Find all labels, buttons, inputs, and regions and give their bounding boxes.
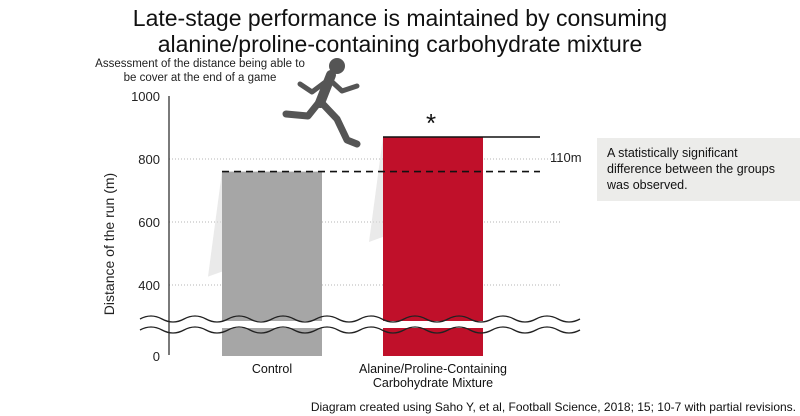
chart-title-line-1: Late-stage performance is maintained by … <box>133 5 667 31</box>
chart-title-line-2: alanine/proline-containing carbohydrate … <box>158 31 643 57</box>
annotation-line-1: A statistically significant <box>607 146 738 160</box>
bar-shading-1 <box>369 136 383 242</box>
category-label-0-line-0: Control <box>252 362 292 376</box>
bar-0 <box>222 171 322 356</box>
axis-break-wave-top <box>139 315 581 323</box>
category-labels: Control Alanine/Proline-ContainingCarbohy… <box>252 362 507 390</box>
y-tick-labels: 0 400 600 800 1000 <box>131 89 160 364</box>
axis-break-wave-bottom <box>139 326 581 334</box>
chart-subtitle-line-1: Assessment of the distance being able to <box>95 58 305 70</box>
source-note: Diagram created using Saho Y, et al, Foo… <box>311 400 796 414</box>
bar-shading-0 <box>208 171 222 277</box>
runner-icon <box>282 58 361 148</box>
category-label-1-line-1: Carbohydrate Mixture <box>373 376 493 390</box>
gridlines <box>169 158 560 286</box>
difference-label: 110m <box>550 150 582 165</box>
axis-break-gap <box>140 321 565 328</box>
bar-1 <box>383 136 483 356</box>
y-tick-label-800: 800 <box>138 152 160 167</box>
y-axis-label: Distance of the run (m) <box>101 173 117 315</box>
annotation-line-3: was observed. <box>606 178 688 192</box>
y-tick-label-1000: 1000 <box>131 89 160 104</box>
y-tick-label-0: 0 <box>153 349 160 364</box>
y-tick-label-600: 600 <box>138 215 160 230</box>
annotation-box <box>597 138 800 201</box>
bar-projection-shading <box>208 136 383 277</box>
annotation-line-2: difference between the groups <box>607 162 775 176</box>
axis-break <box>139 315 581 334</box>
y-tick-label-400: 400 <box>138 278 160 293</box>
significance-asterisk: * <box>426 108 436 138</box>
chart-subtitle-line-2: be cover at the end of a game <box>124 72 277 84</box>
category-label-1-line-0: Alanine/Proline-Containing <box>359 362 507 376</box>
